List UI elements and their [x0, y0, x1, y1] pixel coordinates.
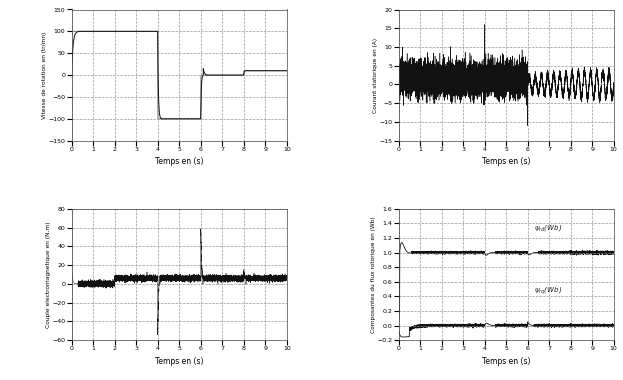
Text: $\psi_{rd}$(Wb): $\psi_{rd}$(Wb) [534, 223, 562, 233]
Text: $\psi_{rq}$(Wb): $\psi_{rq}$(Wb) [534, 286, 562, 297]
Y-axis label: Vitesse de rotation en (tr/mn): Vitesse de rotation en (tr/mn) [42, 32, 47, 119]
Y-axis label: Composantes du flux rotorique en (Wb): Composantes du flux rotorique en (Wb) [371, 216, 376, 333]
X-axis label: Temps en (s): Temps en (s) [482, 357, 530, 366]
X-axis label: Temps en (s): Temps en (s) [482, 157, 530, 166]
X-axis label: Temps en (s): Temps en (s) [155, 157, 204, 166]
X-axis label: Temps en (s): Temps en (s) [155, 357, 204, 366]
Y-axis label: Couple electromagnetique en (N.m): Couple electromagnetique en (N.m) [46, 221, 51, 328]
Y-axis label: Courant statorique en (A): Courant statorique en (A) [373, 38, 378, 112]
